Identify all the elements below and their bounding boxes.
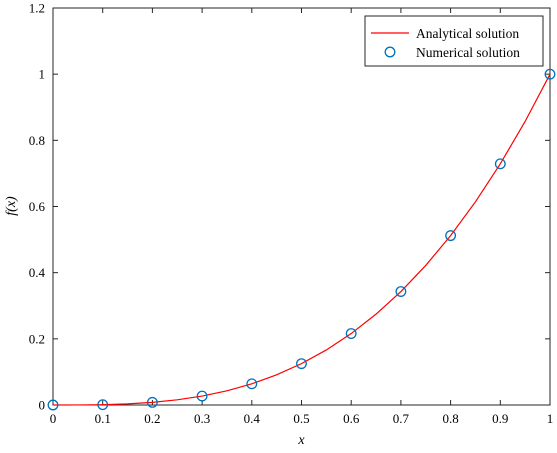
data-point-numerical [494,158,506,170]
y-tick-label: 0.6 [29,199,46,214]
x-axis-label: x [297,433,305,448]
x-tick-label: 0.5 [293,411,309,426]
y-axis-label: f(x) [4,196,19,216]
x-tick-label: 1 [547,411,554,426]
x-tick-label: 0.3 [194,411,210,426]
data-point-numerical [47,399,59,411]
series-layer [47,68,556,411]
plot-area-border [52,7,551,406]
data-point-numerical [395,286,407,297]
x-tick-label: 0 [50,411,57,426]
y-tick-label: 0.8 [29,133,45,148]
data-point-numerical [146,396,158,408]
legend-marker-swatch [384,46,396,58]
y-tick-label: 0 [39,398,46,413]
data-point-numerical [97,399,109,411]
y-tick-label: 1 [39,67,46,82]
data-point-numerical [345,328,357,339]
data-point-numerical [246,378,258,390]
x-tick-label: 0.8 [442,411,458,426]
legend-label-numerical: Numerical solution [416,45,520,60]
legend-label-analytical: Analytical solution [416,26,519,41]
y-axis: 0 0.2 0.4 0.6 0.8 1 1.2 [29,1,550,413]
x-tick-label: 0.7 [393,411,410,426]
y-tick-label: 0.2 [29,331,45,346]
x-axis: 0 0.1 0.2 0.3 0.4 0.5 0.6 0.7 0.8 0.9 1 [50,8,554,426]
legend: Analytical solution Numerical solution [364,15,544,67]
x-tick-label: 0.9 [492,411,508,426]
y-tick-label: 0.4 [29,265,46,280]
data-point-numerical [296,358,307,370]
data-point-numerical [544,68,556,80]
x-tick-label: 0.2 [144,411,160,426]
data-point-numerical [445,230,457,242]
x-tick-label: 0.4 [244,411,261,426]
y-tick-label: 1.2 [29,1,45,16]
x-tick-label: 0.1 [95,411,111,426]
x-tick-label: 0.6 [343,411,360,426]
series-line-analytical [52,73,551,406]
legend-box [364,15,544,67]
data-point-numerical [196,390,208,402]
